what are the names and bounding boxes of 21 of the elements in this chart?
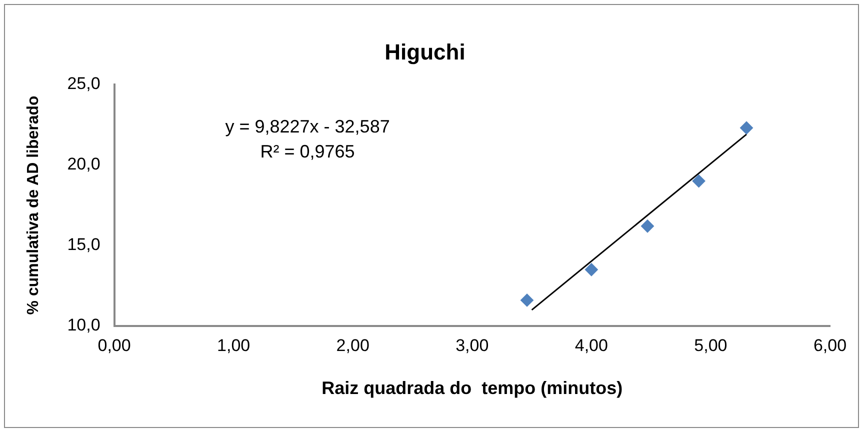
y-tick-label: 25,0 (67, 74, 100, 94)
x-tick-label: 3,00 (456, 336, 489, 355)
y-axis-title: % cumulativa de AD liberado (25, 95, 42, 315)
y-tick-label: 15,0 (67, 235, 100, 254)
x-tick-label: 4,00 (574, 336, 608, 355)
point (692, 174, 706, 188)
x-tick-label: 0,00 (98, 336, 131, 355)
point (640, 220, 654, 233)
annotation: y = 9,8227x - 32,587 (225, 116, 390, 136)
point (740, 121, 753, 134)
y-tick-label: 10,0 (67, 316, 100, 335)
x-axis-title: Raiz quadrada do tempo (minutos) (322, 378, 623, 398)
x-tick-label: 1,00 (217, 336, 250, 355)
y-tick-label: 20,0 (67, 154, 100, 174)
annotation: R² = 0,9765 (260, 141, 355, 162)
x-tick-label: 2,00 (336, 336, 370, 355)
x-tick-label: 5,00 (694, 336, 728, 355)
x-tick-label: 6,00 (813, 336, 847, 355)
point (584, 263, 598, 276)
chart-title: Higuchi (384, 39, 466, 64)
point (520, 294, 534, 307)
